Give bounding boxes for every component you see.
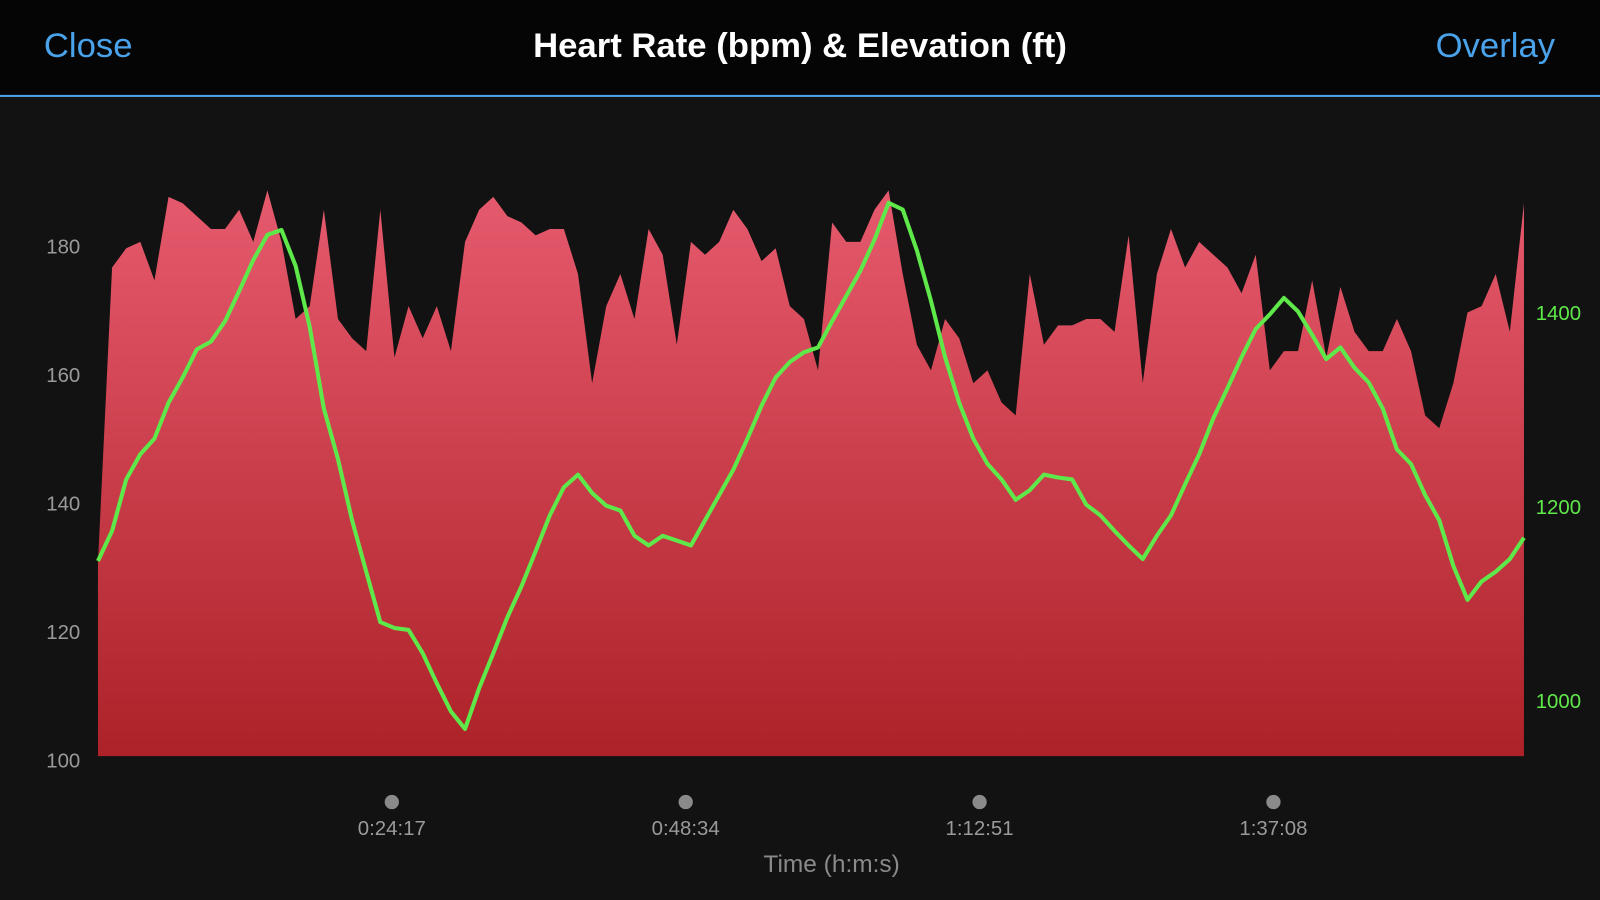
- x-tick-label: 1:12:51: [946, 818, 1014, 840]
- x-tick-dot: [1266, 794, 1281, 810]
- y-tick-label: 100: [46, 751, 80, 773]
- x-axis-label: Time (h:m:s): [763, 851, 899, 878]
- y2-tick-label: 1400: [1536, 303, 1581, 325]
- x-tick-dot: [972, 794, 987, 810]
- y-tick-label: 140: [46, 493, 80, 515]
- x-tick-dot: [678, 794, 693, 810]
- heart-rate-area: [97, 190, 1524, 757]
- x-tick-dot: [384, 794, 399, 810]
- elevation-line: [96, 200, 1526, 731]
- y-tick-label: 180: [46, 236, 80, 258]
- overlay-button[interactable]: Overlay: [1436, 27, 1556, 65]
- header-bar: [0, 0, 1600, 96]
- y2-tick-label: 1200: [1536, 497, 1581, 519]
- screen-title: Heart Rate (bpm) & Elevation (ft): [533, 27, 1067, 65]
- x-tick-label: 0:48:34: [652, 818, 720, 840]
- y-tick-label: 160: [46, 365, 80, 387]
- y-tick-label: 120: [46, 622, 80, 644]
- x-tick-label: 0:24:17: [358, 818, 426, 840]
- header-divider: [0, 94, 1600, 97]
- plot: 100 120 140 160 180 1000 1200 1400 0:24:17 0:48:3…: [46, 190, 1581, 840]
- y2-tick-label: 1000: [1536, 691, 1581, 713]
- close-button[interactable]: Close: [44, 27, 133, 65]
- x-tick-label: 1:37:08: [1239, 818, 1307, 840]
